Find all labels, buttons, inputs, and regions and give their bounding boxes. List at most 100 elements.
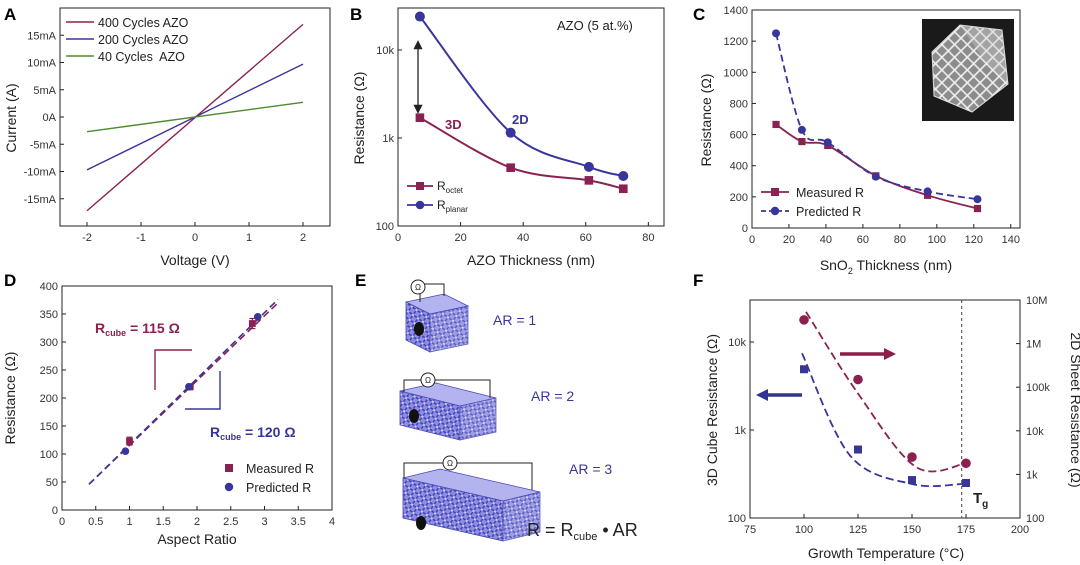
fit-line-d-1 [88,298,279,485]
series-line-b-r-octet [419,116,624,190]
plot-frame-f [749,299,1021,519]
x-tick-label-c: 100 [928,234,946,246]
x-tick-label-d: 2.5 [223,516,238,528]
data-point-f-1 [853,374,863,385]
x-tick-label-c: 60 [857,234,869,246]
plot-frame-b [397,7,665,227]
x-tick-label-c: 120 [965,234,983,246]
x-tick-label-c: 40 [820,234,832,246]
y-tick-label-d: 350 [40,309,58,321]
data-point-f-0 [854,445,862,454]
data-point-d-1 [253,313,262,321]
legend-label-measured-c: Measured R [796,186,864,200]
panel-label-d: D [4,271,16,290]
tg-label: Tg [973,490,988,510]
legend-label-predicted-d: Predicted R [246,481,311,495]
axis-f: 75 100 125 150 175 2001001k10k1001k10k100k1M1… [728,295,1051,536]
right-axis-arrow-head [884,348,896,360]
y-tick-label-c: 600 [730,130,748,142]
annotation-rcube-120: Rcube = 120 Ω [210,424,296,442]
panel-label-f: F [693,271,703,290]
legend-label-400: 400 Cycles AZO [98,16,189,30]
legend-c: Measured R Predicted R [761,186,864,219]
legend-marker-predicted-d [224,482,234,492]
label-3d: 3D [445,117,462,132]
legend-label-predicted-c: Predicted R [796,205,861,219]
panel-b: B 0 20 40 60 80 100 1k 10k AZO (5 at.%) 3D 2D R… [350,5,665,268]
data-point-f-0 [908,476,916,485]
ar-label-2: AR = 2 [531,388,574,404]
ohmmeter-ar3 [442,455,458,471]
sem-lattice-cube [931,24,1009,113]
x-tick-label-c: 80 [894,234,906,246]
series-line-b-r-planar [419,15,624,177]
annotation-rcube-115: Rcube = 115 Ω [95,320,180,338]
series-a [86,23,304,212]
y-tick-label-c: 200 [730,192,748,204]
y2-tick-label-f: 100k [1026,382,1050,394]
left-axis-arrow-head [756,389,768,401]
lattice-ar1: Ω [404,279,470,353]
series-b [414,11,629,194]
x-tick-label-d: 1.5 [156,516,171,528]
legend-label-measured-d: Measured R [246,462,314,476]
bracket-115 [154,349,192,390]
sem-inset [922,19,1014,121]
y-axis-title-b: Resistance (Ω) [351,72,367,165]
x-tick-label-d: 0 [59,516,65,528]
ohm-symbol-ar1: Ω [415,283,421,292]
ar-label-1: AR = 1 [493,312,536,328]
ohm-symbol-ar3: Ω [447,459,453,468]
axis-d: 0 0.5 1 1.5 2 2.5 3 3.5 4 0 50 100 150 200 250 300 350 40… [40,281,335,528]
y-axis-title-f-left: 3D Cube Resistance (Ω) [704,334,720,486]
y-tick-label-b: 10k [376,45,394,57]
y-tick-label-c: 1400 [724,5,748,17]
x-tick-label-f: 175 [957,524,975,536]
data-point-c-1 [772,29,781,38]
y-tick-label-f: 100 [728,513,746,525]
data-point-b-r-octet [415,113,425,123]
lattice-ar2: Ω [399,372,497,441]
ar-label-3: AR = 3 [569,461,612,477]
y-tick-label-f: 10k [728,337,746,349]
x-tick-label-a: -1 [136,232,146,244]
y-tick-label-a: 0A [43,112,57,124]
data-point-f-0 [962,478,970,487]
legend-label-200: 200 Cycles AZO [98,33,189,47]
data-point-d-0 [248,320,256,327]
series-d [88,298,279,485]
y-tick-label-d: 150 [40,421,58,433]
legend-marker-planar [415,200,425,210]
lattice-ar1-side [429,305,469,353]
data-point-b-r-planar [618,170,629,181]
data-point-c-1 [923,187,932,196]
ohmmeter-ar2 [420,372,436,388]
legend-marker-measured-c [771,188,779,196]
legend-a: 400 Cycles AZO 200 Cycles AZO 40 Cycles … [66,16,189,64]
x-tick-label-d: 3.5 [291,516,306,528]
x-tick-label-f: 150 [903,524,921,536]
y-tick-label-d: 400 [40,281,58,293]
ohmmeter-ar1 [410,279,426,295]
y-tick-label-a: 10mA [27,58,56,70]
plot-frame-c [751,9,1021,229]
x-tick-label-c: 140 [1002,234,1020,246]
x-tick-label-d: 0.5 [88,516,103,528]
probe-wire-ar3 [403,462,533,490]
data-point-f-0 [800,365,808,374]
y2-tick-label-f: 10k [1026,426,1044,438]
y-tick-label-c: 1200 [724,36,748,48]
y-tick-label-d: 50 [46,477,58,489]
y-tick-label-c: 800 [730,98,748,110]
y-tick-label-d: 0 [52,505,58,517]
x-tick-label-d: 3 [261,516,267,528]
x-tick-label-c: 20 [783,234,795,246]
x-axis-title-a: Voltage (V) [160,252,229,268]
data-point-c-0 [973,204,982,213]
contact-ar2 [409,409,419,423]
formula: R = Rcube • AR [527,520,638,543]
y-axis-title-c: Resistance (Ω) [698,74,714,167]
data-point-f-1 [799,315,809,325]
contact-ar1 [414,322,424,336]
